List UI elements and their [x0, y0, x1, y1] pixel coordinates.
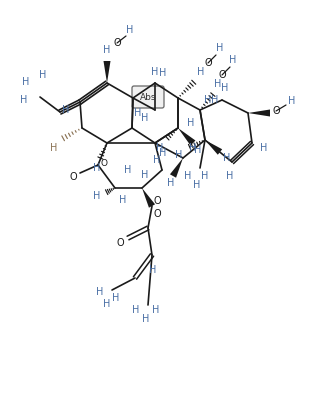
Text: H: H — [149, 265, 157, 275]
Text: H: H — [201, 171, 209, 181]
Text: H: H — [153, 155, 161, 165]
Text: H: H — [197, 67, 205, 77]
Text: O: O — [116, 238, 124, 248]
Text: H: H — [151, 67, 159, 77]
Text: H: H — [159, 148, 167, 158]
Text: H: H — [226, 171, 234, 181]
Text: H: H — [141, 170, 149, 180]
Text: H: H — [260, 143, 268, 153]
Polygon shape — [205, 140, 222, 155]
Text: O: O — [100, 158, 108, 167]
Text: H: H — [103, 299, 111, 309]
Text: O: O — [113, 38, 121, 48]
Text: H: H — [229, 55, 237, 65]
Text: H: H — [184, 171, 192, 181]
Text: H: H — [132, 305, 140, 315]
Text: H: H — [187, 118, 195, 128]
Text: O: O — [204, 58, 212, 68]
Text: H: H — [189, 143, 197, 153]
Text: H: H — [93, 163, 101, 173]
Polygon shape — [170, 158, 183, 178]
Text: O: O — [272, 106, 280, 116]
Text: Abs: Abs — [140, 92, 156, 102]
Text: H: H — [193, 180, 201, 190]
Text: H: H — [20, 95, 28, 105]
Text: O: O — [153, 209, 161, 219]
Text: O: O — [153, 196, 161, 206]
Text: O: O — [218, 70, 226, 80]
Text: H: H — [50, 143, 58, 153]
Text: H: H — [221, 83, 229, 93]
Text: H: H — [288, 96, 296, 106]
Text: H: H — [159, 68, 167, 78]
Polygon shape — [248, 109, 270, 117]
Text: H: H — [62, 105, 70, 115]
Text: H: H — [93, 191, 101, 201]
Polygon shape — [142, 188, 155, 208]
Text: H: H — [124, 165, 132, 175]
Polygon shape — [178, 128, 195, 145]
Text: H: H — [22, 77, 30, 87]
Text: H: H — [156, 143, 164, 153]
Text: H: H — [96, 287, 104, 297]
Text: H: H — [211, 95, 219, 105]
Text: H: H — [126, 25, 134, 35]
Text: H: H — [214, 79, 222, 89]
Text: H: H — [39, 70, 47, 80]
Text: H: H — [216, 43, 224, 53]
Text: H: H — [175, 150, 183, 160]
Text: H: H — [152, 305, 160, 315]
Text: H: H — [134, 108, 142, 118]
Text: H: H — [204, 95, 212, 105]
Text: H: H — [142, 314, 150, 324]
Text: H: H — [141, 113, 149, 123]
Polygon shape — [103, 61, 110, 83]
Text: H: H — [103, 45, 111, 55]
Text: H: H — [223, 153, 231, 163]
Text: H: H — [167, 178, 175, 188]
Text: H: H — [119, 195, 127, 205]
Text: H: H — [112, 293, 120, 303]
FancyBboxPatch shape — [132, 86, 164, 108]
Text: H: H — [194, 145, 202, 155]
Text: O: O — [69, 172, 77, 182]
